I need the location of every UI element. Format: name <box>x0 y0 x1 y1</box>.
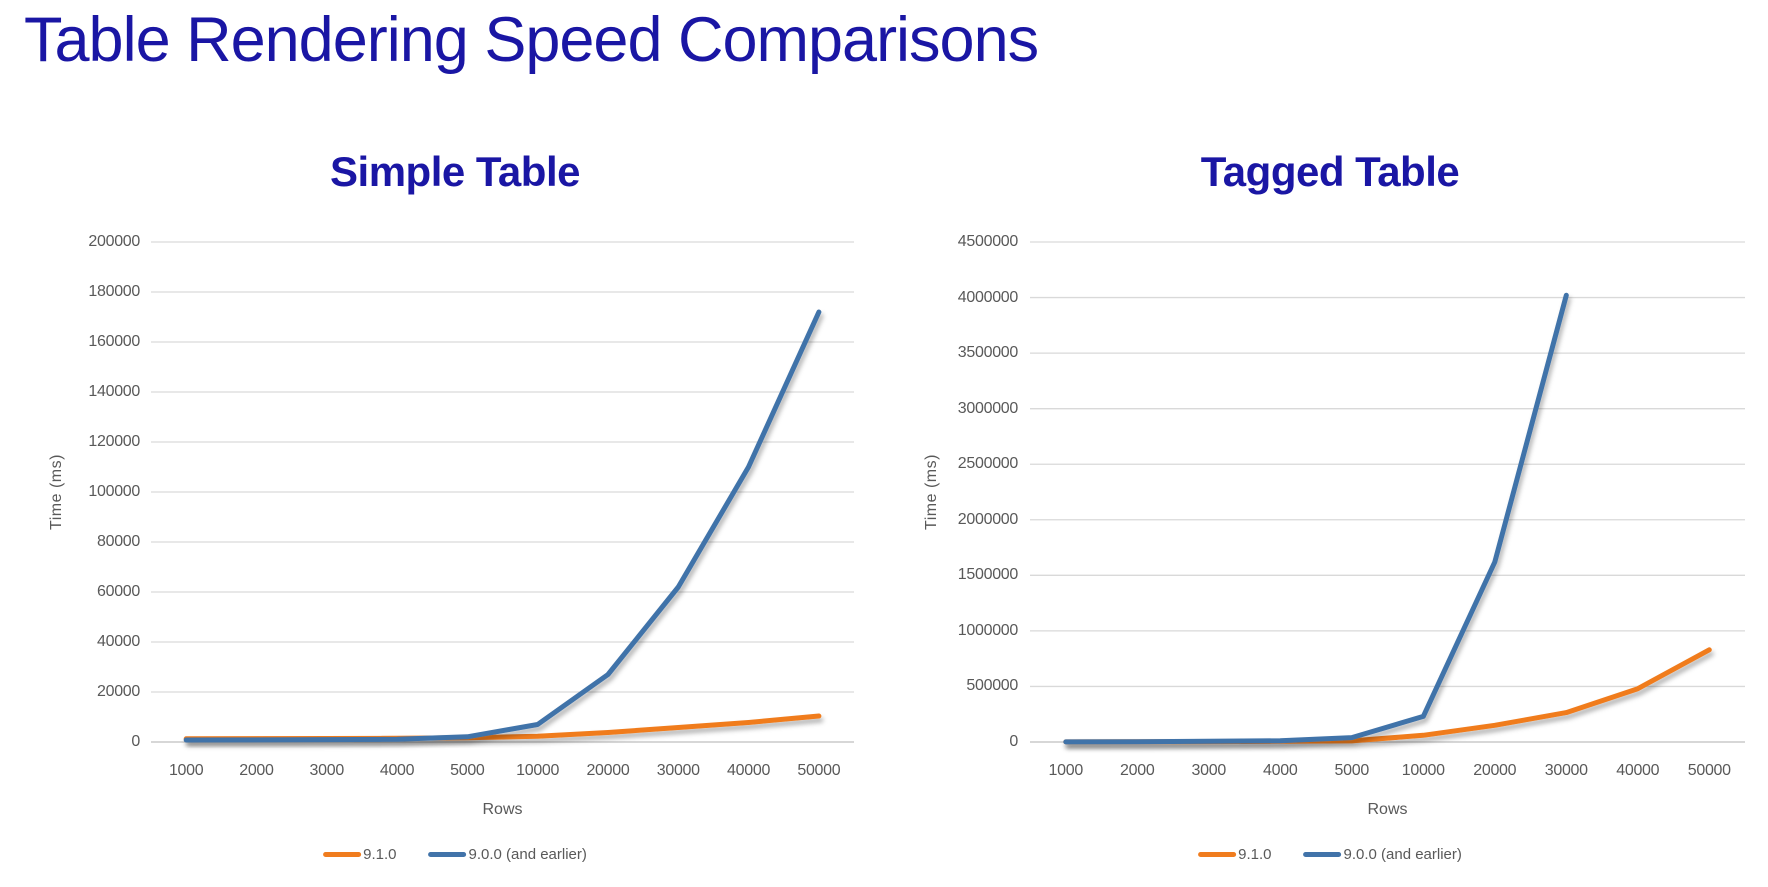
y-tick-label: 120000 <box>88 433 140 450</box>
x-tick-label: 50000 <box>797 762 841 779</box>
y-tick-label: 40000 <box>97 633 140 650</box>
x-tick-label: 10000 <box>1401 762 1445 779</box>
x-tick-label: 20000 <box>586 762 630 779</box>
y-tick-label: 20000 <box>97 683 140 700</box>
legend-item: 9.0.0 (and earlier) <box>1303 846 1462 863</box>
y-tick-label: 180000 <box>88 283 140 300</box>
x-tick-label: 5000 <box>1334 762 1370 779</box>
plot-area <box>151 241 854 743</box>
legend-label: 9.0.0 (and earlier) <box>468 846 587 863</box>
x-tick-label: 2000 <box>239 762 274 779</box>
plot-area <box>1030 241 1745 745</box>
x-tick-label: 50000 <box>1687 762 1731 779</box>
y-tick-label: 1500000 <box>957 566 1019 584</box>
legend-label: 9.1.0 <box>1238 846 1272 863</box>
legend-label: 9.0.0 (and earlier) <box>1343 846 1462 863</box>
y-tick-label: 100000 <box>88 483 140 500</box>
x-tick-label: 3000 <box>1191 762 1227 779</box>
legend: 9.1.0 9.0.0 (and earlier) <box>1198 846 1462 863</box>
legend-swatch <box>323 852 362 857</box>
legend-label: 9.1.0 <box>363 846 397 863</box>
y-tick-label: 0 <box>131 733 140 750</box>
x-tick-label: 30000 <box>656 762 700 779</box>
legend-swatch <box>1303 852 1342 857</box>
legend-swatch <box>1198 852 1237 857</box>
chart-title: Simple Table <box>330 148 580 195</box>
y-tick-label: 2000000 <box>957 510 1019 528</box>
x-tick-label: 4000 <box>379 762 415 779</box>
x-tick-label: 20000 <box>1473 762 1517 779</box>
legend-item: 9.1.0 <box>1198 846 1271 863</box>
x-axis-title: Rows <box>1367 801 1408 818</box>
series-line-9.0.0-and-earlier- <box>1063 292 1569 745</box>
y-tick-label: 80000 <box>97 533 140 550</box>
x-tick-label: 2000 <box>1120 762 1155 779</box>
page-title: Table Rendering Speed Comparisons <box>24 5 1039 75</box>
y-tick-label: 60000 <box>97 583 140 600</box>
x-axis-title: Rows <box>482 801 523 818</box>
y-tick-label: 3000000 <box>957 399 1019 417</box>
x-tick-label: 1000 <box>168 762 204 779</box>
y-tick-label: 4500000 <box>957 233 1019 250</box>
legend: 9.1.0 9.0.0 (and earlier) <box>323 846 587 863</box>
x-tick-label: 5000 <box>450 762 485 779</box>
x-tick-label: 1000 <box>1048 762 1084 779</box>
y-tick-label: 500000 <box>966 677 1018 695</box>
y-tick-label: 4000000 <box>957 288 1019 306</box>
y-tick-label: 140000 <box>88 383 140 400</box>
series-line-9.0.0-and-earlier- <box>183 309 822 743</box>
x-tick-label: 10000 <box>516 762 560 779</box>
x-tick-label: 40000 <box>1616 762 1660 779</box>
y-tick-label: 3500000 <box>957 344 1019 362</box>
y-tick-label: 2500000 <box>957 455 1019 473</box>
x-tick-label: 4000 <box>1263 762 1298 779</box>
chart-title: Tagged Table <box>1200 148 1460 195</box>
x-tick-label: 30000 <box>1544 762 1588 779</box>
legend-item: 9.0.0 (and earlier) <box>428 846 587 863</box>
y-tick-label: 0 <box>1009 733 1018 750</box>
y-tick-label: 160000 <box>88 333 140 350</box>
x-tick-label: 3000 <box>309 762 345 779</box>
y-tick-label: 1000000 <box>957 621 1019 639</box>
x-tick-label: 40000 <box>727 762 771 779</box>
legend-item: 9.1.0 <box>323 846 396 863</box>
y-tick-label: 200000 <box>88 233 140 250</box>
legend-swatch <box>428 852 467 857</box>
